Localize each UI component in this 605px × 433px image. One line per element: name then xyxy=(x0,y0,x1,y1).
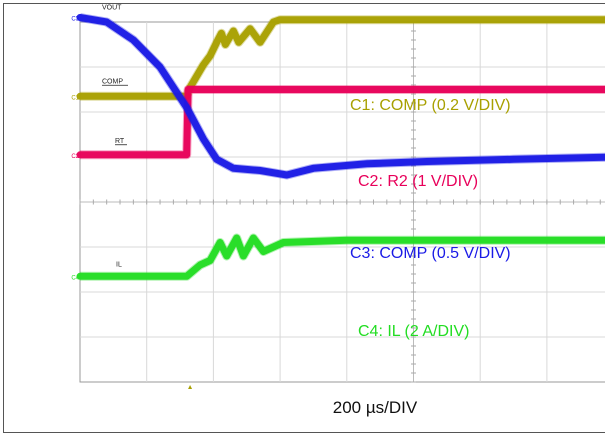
channel-marker-c2: C2 xyxy=(71,154,79,160)
trace-noise-c3 xyxy=(79,13,605,180)
trace-c2 xyxy=(76,86,605,159)
trace-noise-c2 xyxy=(80,85,605,160)
trace-noise-c1 xyxy=(80,15,605,101)
channel-marker-c1: C1 xyxy=(71,95,79,101)
trace-label-c2: RT xyxy=(115,138,125,145)
legend-c2: C2: R2 (1 V/DIV) xyxy=(358,173,478,190)
trace-c1 xyxy=(76,16,605,100)
legend-c3: C3: COMP (0.5 V/DIV) xyxy=(350,245,511,262)
channel-marker-c4: C4 xyxy=(71,275,79,281)
series-c1: C1 COMP C1: COMP (0.2 V/DIV) xyxy=(71,15,605,114)
series-c3: C3 VOUT C3: COMP (0.5 V/DIV) xyxy=(71,5,605,262)
trace-c4 xyxy=(76,234,605,280)
series-c2: C2 RT C2: R2 (1 V/DIV) xyxy=(71,85,605,190)
trace-c3 xyxy=(76,14,605,179)
legend-c1: C1: COMP (0.2 V/DIV) xyxy=(350,97,511,114)
trace-label-c1: COMP xyxy=(102,78,123,85)
trace-label-c4: IL xyxy=(116,261,122,268)
channel-marker-c3: C3 xyxy=(71,17,79,23)
trigger-marker xyxy=(188,385,193,389)
x-axis-label: 200 µs/DIV xyxy=(332,398,418,417)
series-c4: C4 IL C4: IL (2 A/DIV) xyxy=(71,233,605,340)
legend-c4: C4: IL (2 A/DIV) xyxy=(358,323,469,340)
trace-label-c3: VOUT xyxy=(102,5,122,12)
trace-noise-c4 xyxy=(80,233,605,281)
